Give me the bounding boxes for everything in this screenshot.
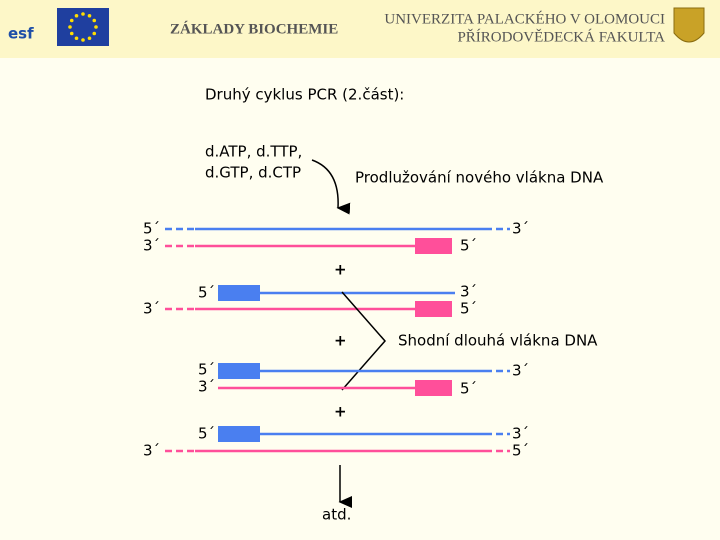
eu-star	[92, 18, 97, 23]
arrow	[311, 159, 351, 215]
end-label: 3´	[460, 283, 477, 301]
reagents: d.ATP, d.TTP,	[205, 143, 302, 161]
plus: +	[334, 403, 347, 421]
eu-star	[94, 25, 98, 29]
header-band	[0, 0, 720, 58]
eu-star	[74, 36, 79, 41]
bracket	[341, 291, 386, 391]
esf-logo: esf	[8, 25, 34, 43]
eu-star	[81, 38, 85, 42]
eu-stars	[68, 12, 98, 42]
end-label: 5´	[460, 237, 477, 255]
end-label: 3´	[143, 237, 160, 255]
end-label: 5´	[460, 380, 477, 398]
end-label: 3´	[143, 300, 160, 318]
eu-star	[92, 31, 97, 36]
title: Druhý cyklus PCR (2.část):	[205, 86, 404, 104]
faculty-name: PŘÍRODOVĚDECKÁ FAKULTA	[457, 28, 665, 45]
end-label: 3´	[198, 378, 215, 396]
eu-star	[68, 25, 72, 29]
eu-star	[87, 36, 92, 41]
plus: +	[334, 261, 347, 279]
plus: +	[334, 332, 347, 350]
primer	[415, 238, 452, 254]
eu-star	[69, 31, 74, 36]
eu-star	[69, 18, 74, 23]
end-label: 5´	[198, 361, 215, 379]
primer	[218, 285, 260, 301]
end-label: 5´	[198, 425, 215, 443]
primer	[415, 301, 452, 317]
university-name: UNIVERZITA PALACKÉHO V OLOMOUCI	[384, 10, 665, 27]
eu-star	[74, 13, 79, 18]
university-logo	[673, 7, 705, 43]
primer	[218, 426, 260, 442]
eu-star	[87, 13, 92, 18]
reagents: d.GTP, d.CTP	[205, 164, 301, 182]
eu-star	[81, 12, 85, 16]
primer	[415, 380, 452, 396]
end-label: 3´	[143, 442, 160, 460]
end-label: 5´	[512, 442, 529, 460]
end-label: 5´	[143, 220, 160, 238]
end-label: 5´	[460, 300, 477, 318]
identical-label: Shodní dlouhá vlákna DNA	[398, 332, 598, 350]
etc-label: atd.	[322, 506, 351, 524]
course-name: ZÁKLADY BIOCHEMIE	[170, 20, 338, 37]
end-label: 3´	[512, 425, 529, 443]
end-label: 5´	[198, 284, 215, 302]
end-label: 3´	[512, 362, 529, 380]
extension-label: Prodlužování nového vlákna DNA	[355, 169, 604, 187]
end-label: 3´	[512, 220, 529, 238]
primer	[218, 363, 260, 379]
